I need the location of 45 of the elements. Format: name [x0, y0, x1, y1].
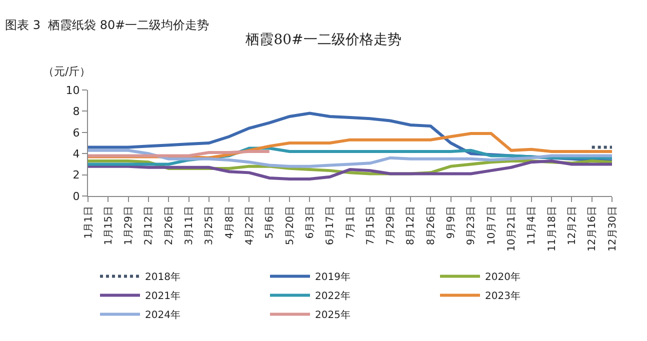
line-series [88, 160, 612, 181]
x-tick-label: 11月18日 [546, 206, 558, 252]
y-tick-label: 6 [72, 126, 80, 140]
x-tick-label: 9月9日 [446, 206, 458, 239]
legend-label: 2018年 [145, 271, 180, 284]
x-tick-label: 2月12日 [144, 206, 155, 246]
x-tick-label: 2月26日 [164, 206, 175, 246]
x-tick-label: 8月26日 [426, 206, 437, 246]
x-tick-label: 3月11日 [184, 206, 196, 246]
x-tick-label: 5月20日 [284, 206, 296, 246]
x-tick-label: 12月2日 [566, 206, 578, 246]
x-tick-label: 12月30日 [607, 206, 618, 252]
y-tick-label: 8 [72, 105, 80, 118]
x-tick-label: 6月17日 [325, 206, 336, 246]
legend-label: 2024年 [145, 309, 180, 322]
x-tick-label: 1月15日 [103, 206, 114, 246]
y-tick-label: 0 [72, 190, 80, 203]
x-tick-label: 7月29日 [386, 206, 397, 246]
x-tick-label: 12月16日 [587, 206, 598, 252]
legend-label: 2019年 [315, 271, 350, 284]
x-tick-label: 3月25日 [204, 206, 216, 246]
y-tick-label: 4 [72, 147, 80, 160]
y-tick-label: 2 [72, 168, 80, 182]
text: 图表 3 栖霞纸袋 80#一二级均价走势 [5, 18, 210, 32]
x-tick-label: 9月23日 [466, 206, 478, 246]
y-axis-title: （元/斤） [43, 65, 91, 78]
x-tick-label: 6月3日 [304, 206, 316, 239]
legend-label: 2025年 [315, 309, 350, 322]
chart-title: 栖霞80#一二级价格走势 [244, 32, 402, 48]
x-tick-label: 11月4日 [526, 206, 538, 246]
legend-label: 2020年 [485, 271, 520, 284]
x-tick-label: 7月1日 [345, 206, 356, 239]
x-tick-label: 1月1日 [83, 206, 94, 239]
x-tick-label: 1月29日 [124, 206, 135, 246]
x-tick-label: 7月15日 [365, 206, 376, 246]
y-tick-label: 10 [66, 84, 80, 97]
x-tick-label: 5月6日 [264, 206, 276, 239]
legend-label: 2021年 [145, 290, 180, 302]
x-tick-label: 10月21日 [506, 206, 518, 252]
legend-label: 2022年 [315, 290, 350, 302]
x-tick-label: 4月8日 [224, 206, 236, 239]
x-tick-label: 8月12日 [406, 206, 417, 246]
x-tick-label: 10月7日 [486, 206, 498, 246]
x-tick-label: 4月22日 [244, 206, 256, 246]
legend-label: 2023年 [485, 290, 520, 302]
